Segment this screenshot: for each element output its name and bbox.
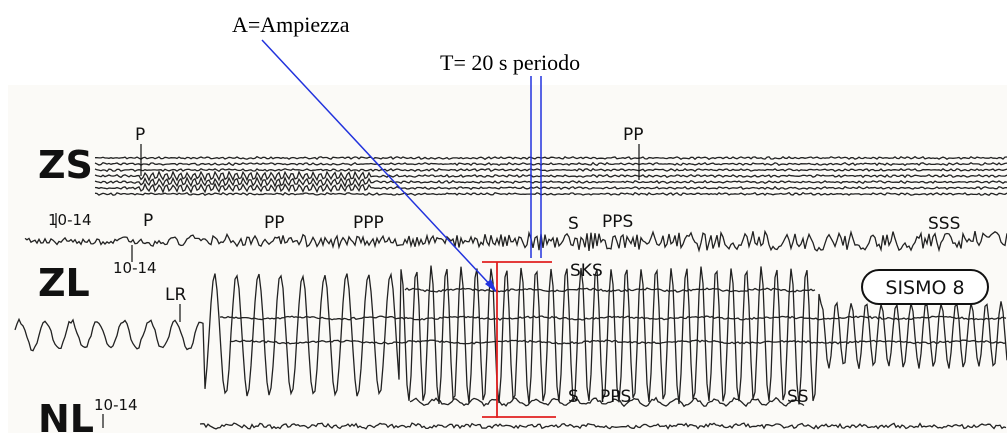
trace [409,396,805,408]
stamp-text: SISMO 8 [885,277,964,299]
trace [199,422,1007,430]
phase-labels: P PP P PP PPP S PPS SSS SKS LR S PPS SS [135,125,960,407]
phase-label: SS [787,387,809,407]
stamp-border [861,269,989,305]
channel-label: ZS [38,143,93,187]
phase-label: P [143,211,153,231]
channel-label: ZL [38,261,90,305]
phase-label: LR [165,285,186,305]
trace [94,161,1007,167]
phase-label: S [568,387,579,407]
amplitude-pointer [261,39,496,291]
traces [14,155,1007,430]
phase-label: PP [264,213,285,233]
phase-label: S [568,214,579,234]
stamp: SISMO 8 [861,269,989,305]
time-mark: 10-14 [48,211,92,229]
time-mark: 10-14 [94,396,138,414]
phase-label: SKS [570,261,603,281]
trace [94,155,1007,161]
phase-label: PPS [600,387,631,407]
phase-label: PP [623,125,644,145]
trace [94,191,1007,197]
paper [8,85,1007,433]
annotation-lines [261,39,556,418]
phase-arrows [55,144,640,428]
phase-label: P [135,125,145,145]
time-marks: 10-14 10-14 10-14 [48,211,157,414]
trace [94,182,1007,194]
trace [24,229,1007,253]
phase-label: PPS [602,212,633,232]
amplitude-note: A=Ampiezza [232,12,350,37]
arrowhead [485,279,497,293]
phase-label: SSS [928,214,960,234]
trace [94,167,1007,173]
period-note: T= 20 s periodo [440,50,580,75]
channel-label: NL [38,397,94,433]
channel-labels: ZS ZL NL [38,143,94,433]
trace [94,170,1007,182]
time-mark: 10-14 [113,259,157,277]
phase-label: PPP [353,213,384,233]
trace [14,265,1007,405]
trace [94,176,1007,188]
